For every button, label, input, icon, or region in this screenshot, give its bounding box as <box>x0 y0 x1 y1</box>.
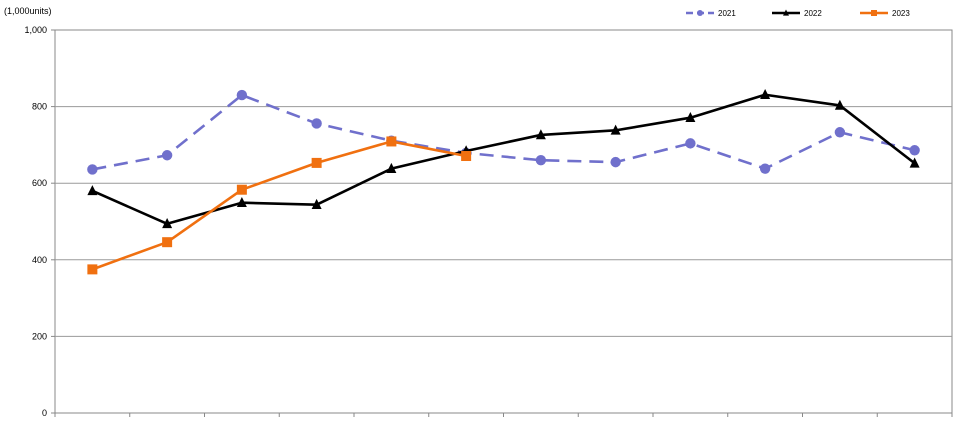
data-point <box>311 157 322 168</box>
unit-label: (1,000units) <box>4 6 52 16</box>
y-tick-label: 1,000 <box>24 25 47 35</box>
legend-item-2021: 2021 <box>686 9 736 18</box>
y-axis-ticks: 0 200 400 600 800 1,000 <box>24 25 953 418</box>
data-point <box>87 264 98 275</box>
data-point <box>311 118 322 129</box>
series-line <box>92 93 915 171</box>
data-point <box>760 88 771 100</box>
data-point <box>236 196 247 208</box>
data-point <box>909 157 920 168</box>
data-point <box>87 185 98 196</box>
grid-lines <box>55 106 952 337</box>
data-point <box>311 198 322 209</box>
data-point <box>535 155 547 166</box>
legend-swatch-marker <box>783 9 789 16</box>
series-group <box>87 88 920 275</box>
data-point <box>162 237 173 248</box>
data-point <box>685 138 696 149</box>
data-point <box>461 151 472 162</box>
legend-item-2022: 2022 <box>772 9 822 18</box>
legend: 2021 2022 2023 <box>686 9 910 18</box>
data-point <box>834 99 845 110</box>
data-point <box>834 127 846 138</box>
legend-swatch-marker <box>871 10 877 16</box>
legend-label: 2021 <box>718 9 736 18</box>
data-point <box>685 111 696 123</box>
data-point <box>162 218 173 229</box>
y-tick-label: 400 <box>32 255 47 265</box>
series-line <box>91 140 467 271</box>
y-tick-label: 800 <box>32 102 47 112</box>
data-point <box>386 136 397 147</box>
data-point <box>236 184 247 195</box>
legend-label: 2023 <box>892 9 910 18</box>
data-point <box>87 164 98 175</box>
y-tick-label: 600 <box>32 178 47 188</box>
series-2021 <box>87 89 920 175</box>
series-2023 <box>87 136 472 275</box>
data-point <box>535 129 546 140</box>
legend-item-2023: 2023 <box>860 9 910 18</box>
series-line <box>91 93 916 226</box>
data-point <box>161 150 173 161</box>
data-point <box>236 89 248 101</box>
data-point <box>909 145 920 156</box>
y-tick-label: 200 <box>32 331 47 341</box>
data-point <box>759 163 771 174</box>
legend-label: 2022 <box>804 9 822 18</box>
plot-area <box>54 29 953 414</box>
data-point <box>610 156 621 168</box>
data-point <box>610 124 621 135</box>
y-tick-label: 0 <box>42 408 47 418</box>
legend-swatch-marker <box>697 10 703 16</box>
data-point <box>386 162 397 173</box>
